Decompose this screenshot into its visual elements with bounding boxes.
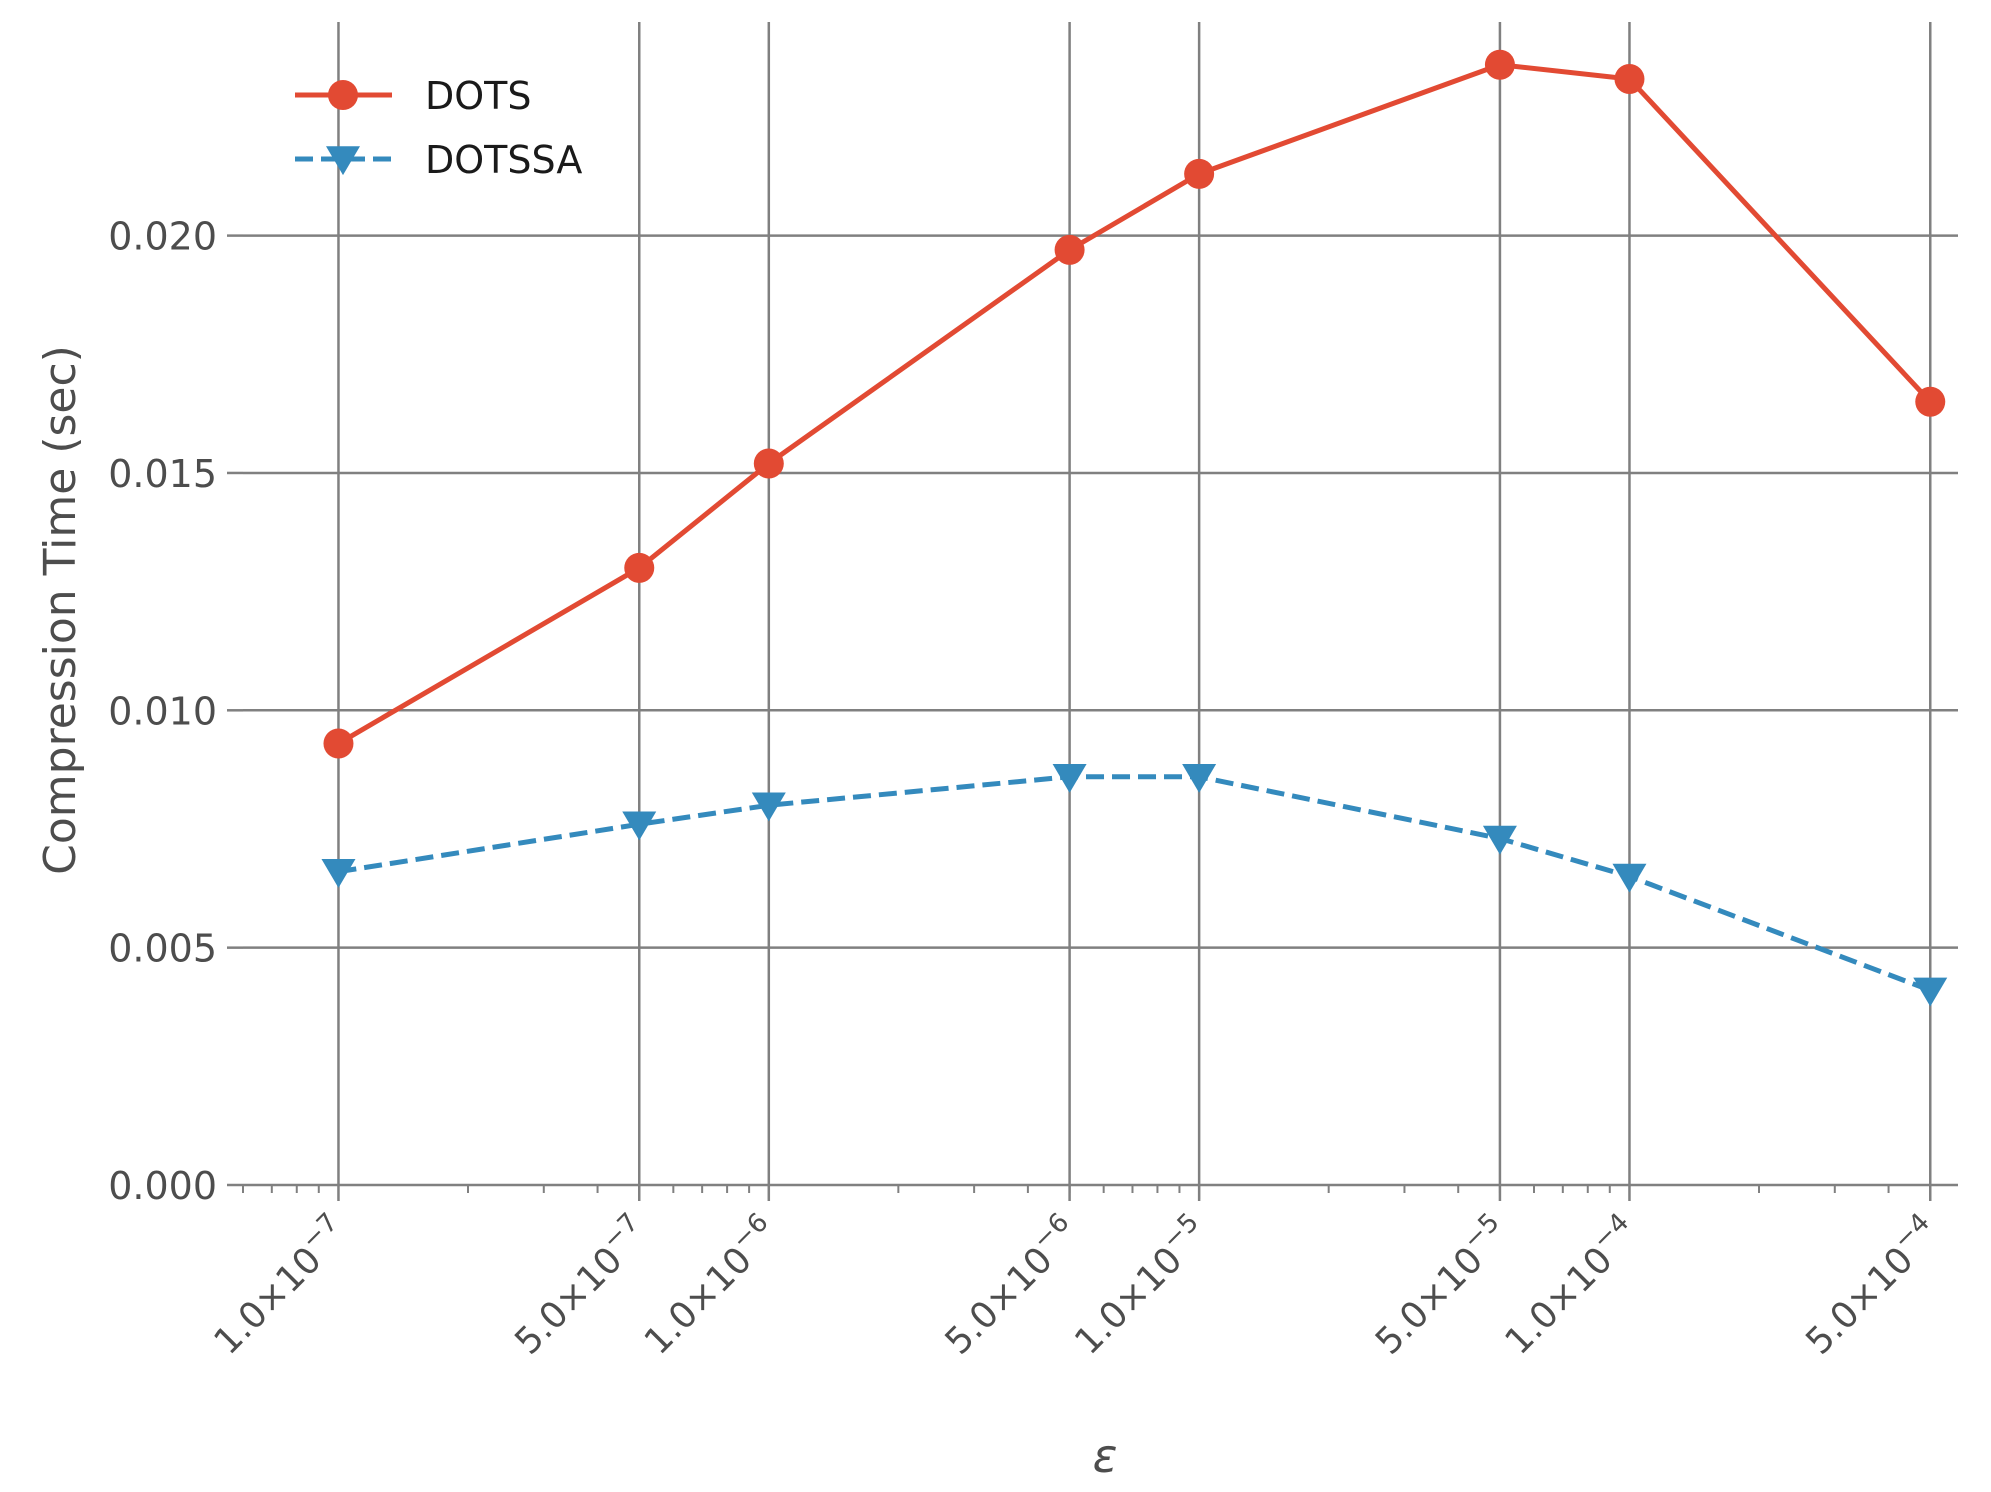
data-point [753,448,784,479]
x-axis-ticks: 1.0×10−7 5.0×10−71.0×10−6 5.0×10−61.0×10−5… [202,1185,1948,1363]
y-tick-label: 0.005 [108,927,217,971]
x-axis-label: ε [1093,1429,1118,1483]
x-tick-label: 5.0×10−4 [1793,1207,1948,1362]
x-tick-label: 1.0×10−6 [632,1207,787,1362]
data-point [323,728,354,759]
y-axis-ticks: 0.000 0.005 0.010 0.015 0.020 [108,215,243,1208]
data-point [624,552,655,583]
x-tick-label: 1.0×10−5 [1062,1207,1217,1362]
data-point [1482,825,1517,855]
legend-entry: DOTSSA [295,138,582,182]
series-layer [321,49,1948,1007]
x-tick-label: 1.0×10−7 [202,1207,357,1362]
data-point [1612,863,1647,893]
data-point [1054,234,1085,265]
y-tick-label: 0.020 [108,215,217,259]
y-tick-label: 0.015 [108,452,217,496]
legend-swatch-marker [328,80,358,110]
x-tick-label: 5.0×10−7 [502,1207,657,1362]
legend-entry: DOTS [295,74,532,118]
legend: DOTS DOTSSA [295,74,582,182]
data-point [1913,977,1948,1007]
y-tick-label: 0.010 [108,689,217,733]
series-dotssa [321,764,1948,1007]
legend-swatch-marker [326,146,360,176]
data-point [622,811,657,841]
series-dots [323,49,1946,759]
grid [243,22,1958,1185]
x-tick-label: 1.0×10−4 [1493,1207,1648,1362]
data-point [1052,764,1087,793]
data-point [751,792,786,822]
x-tick-label: 5.0×10−5 [1363,1207,1518,1362]
data-point [1182,764,1217,793]
x-tick-label: 5.0×10−6 [933,1207,1088,1362]
data-point [1915,386,1946,417]
data-point [321,858,356,888]
y-tick-label: 0.000 [108,1164,217,1208]
data-point [1184,158,1215,189]
y-axis-label: Compression Time (sec) [35,345,86,875]
series-line [337,62,1933,746]
data-point [1614,63,1645,94]
legend-label: DOTSSA [425,138,582,182]
legend-label: DOTS [425,74,532,118]
series-line [338,774,1932,993]
data-point [1484,49,1515,80]
